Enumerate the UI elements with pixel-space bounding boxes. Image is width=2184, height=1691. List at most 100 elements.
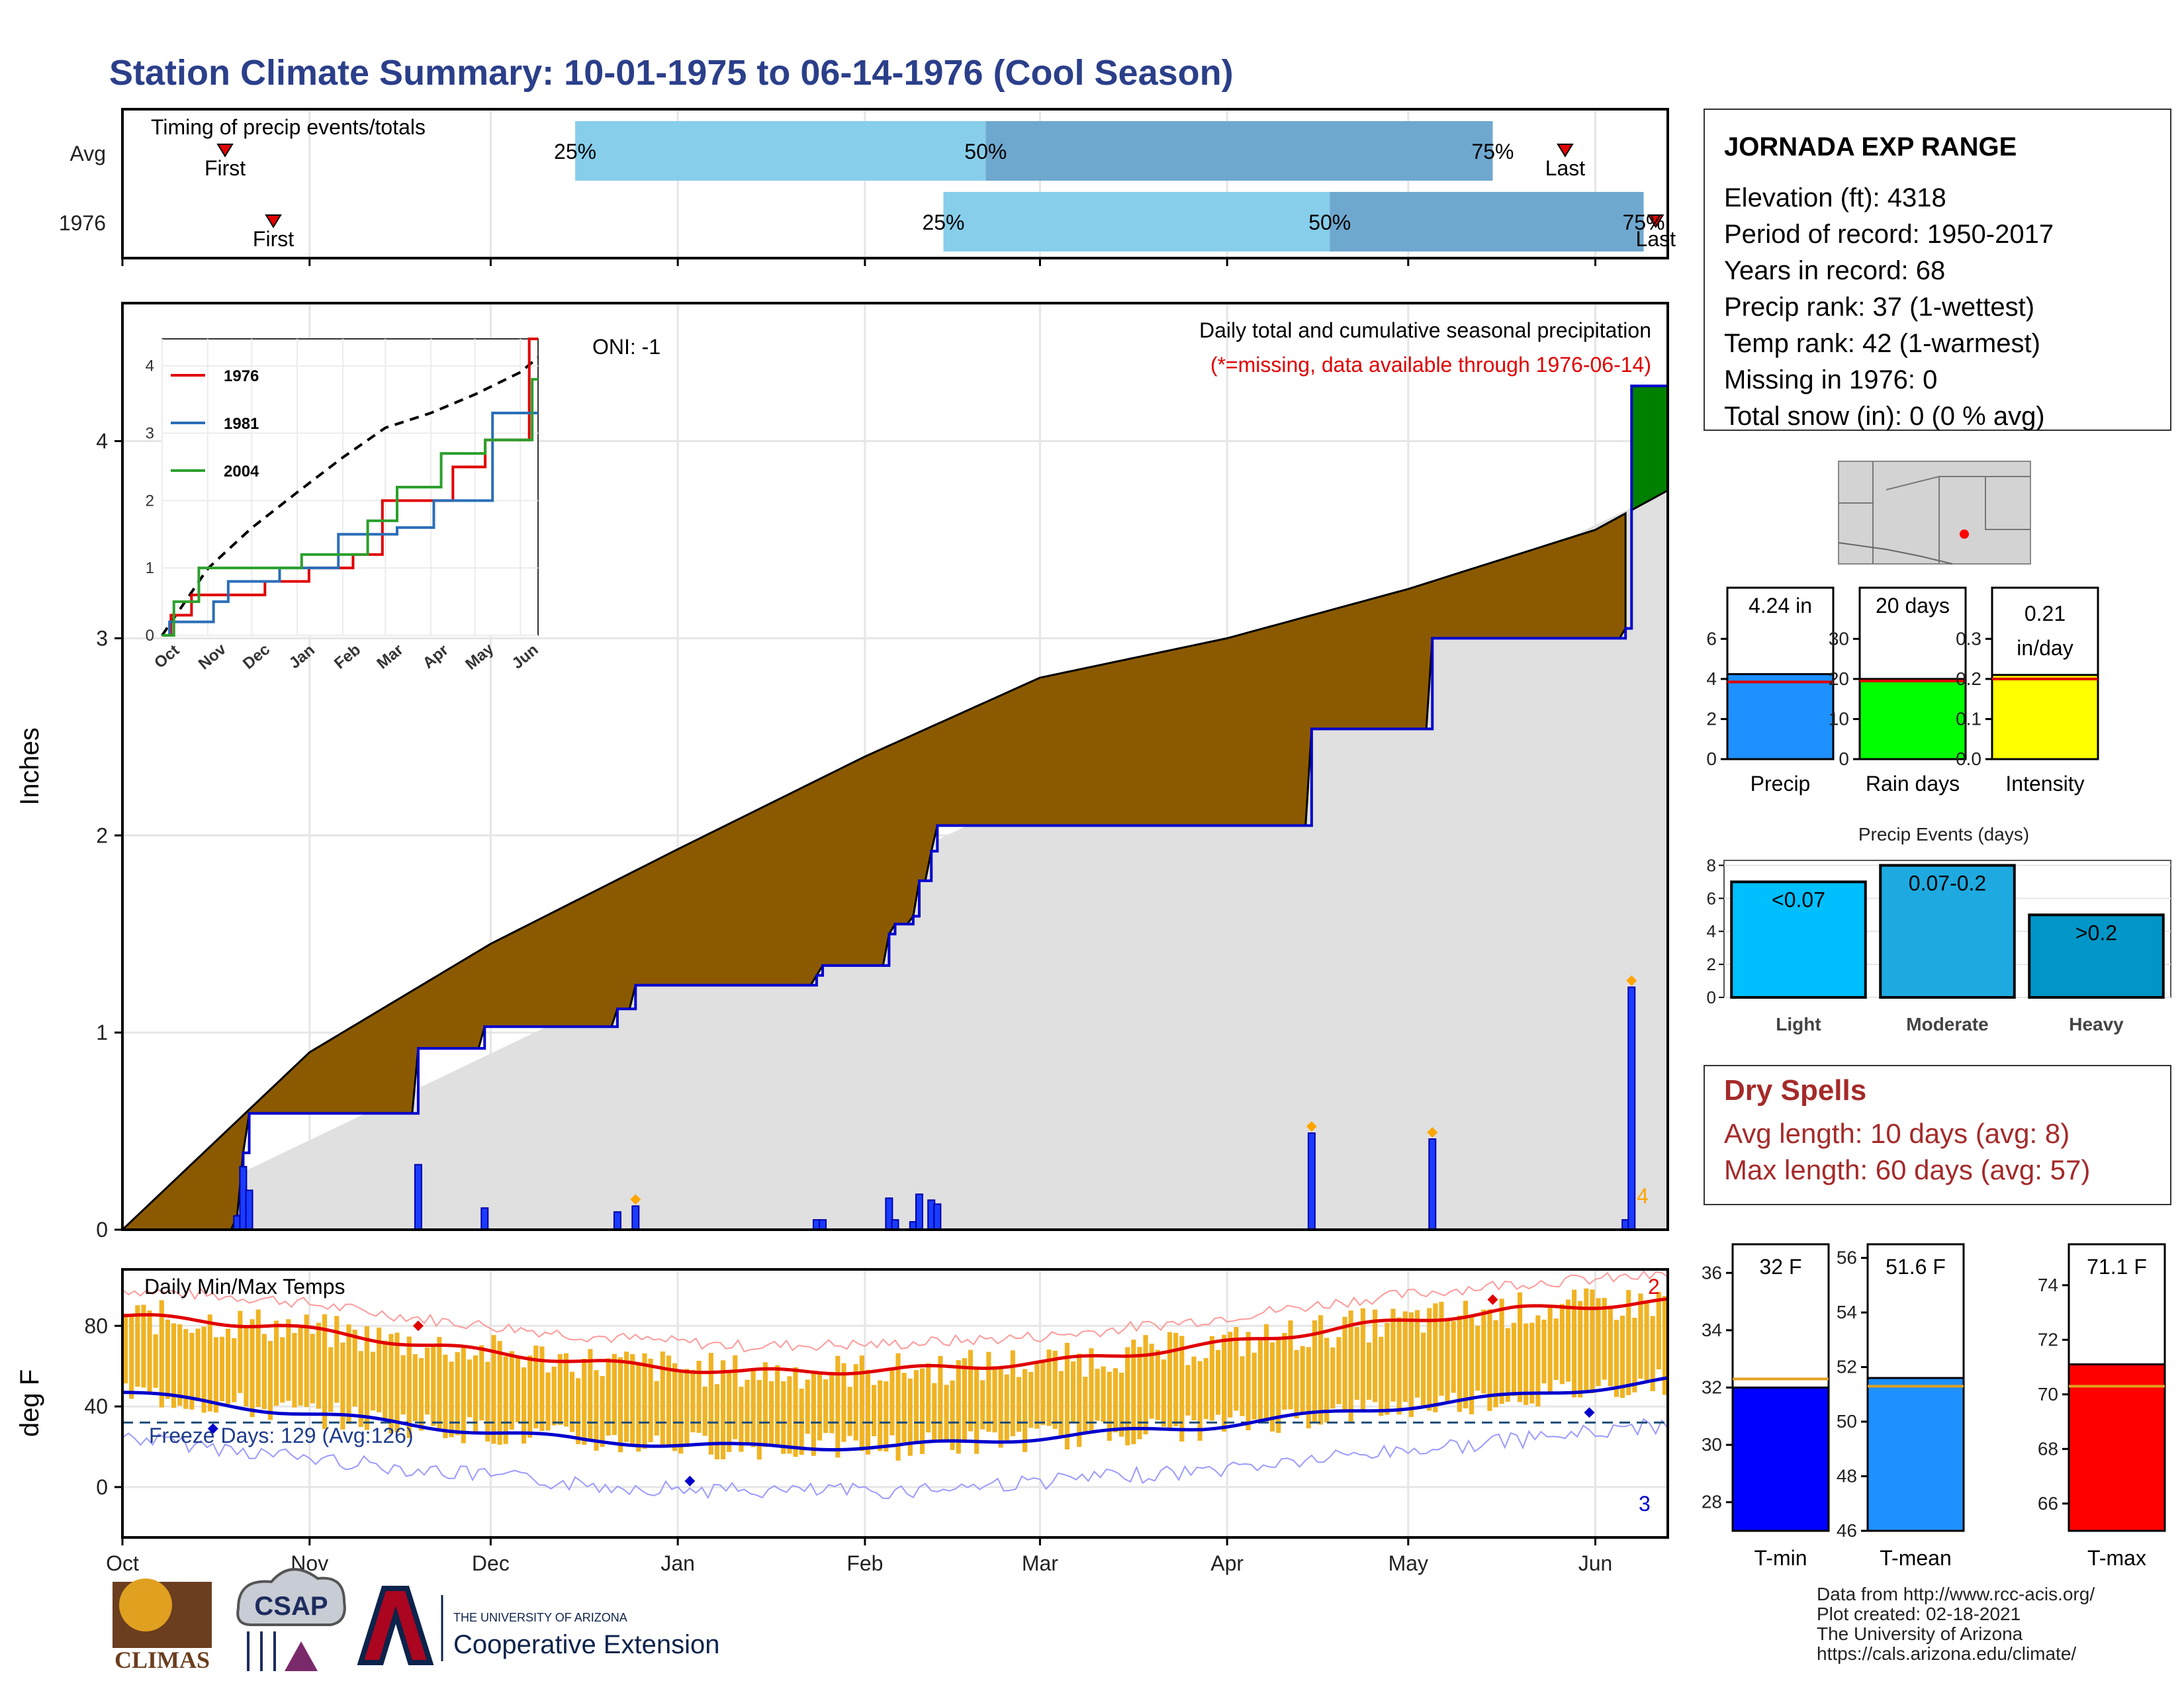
tbar-0-value: 32 F bbox=[1759, 1255, 1801, 1279]
temp-daily-bar-78 bbox=[594, 1370, 599, 1451]
temp-daily-bar-49 bbox=[418, 1357, 424, 1431]
temp-daily-bar-162 bbox=[1101, 1366, 1106, 1422]
temp-daily-bar-69 bbox=[539, 1346, 545, 1432]
timing-p75-1: 75% bbox=[1622, 210, 1664, 234]
svg-text:CSAP: CSAP bbox=[254, 1592, 328, 1621]
temp-daily-bar-195 bbox=[1300, 1346, 1305, 1414]
temp-daily-bar-34 bbox=[328, 1347, 334, 1412]
temp-daily-bar-103 bbox=[745, 1379, 750, 1443]
temp-daily-bar-39 bbox=[358, 1351, 363, 1428]
temp-daily-bar-170 bbox=[1149, 1344, 1154, 1419]
temp-daily-bar-125 bbox=[878, 1380, 883, 1451]
tbar-1-label: T-mean bbox=[1880, 1546, 1951, 1570]
month-label-3: Jan bbox=[660, 1551, 695, 1575]
temp-daily-bar-177 bbox=[1191, 1356, 1197, 1420]
temp-daily-bar-90 bbox=[666, 1355, 672, 1446]
temp-daily-bar-132 bbox=[919, 1368, 925, 1454]
temp-frame bbox=[121, 1268, 1669, 1539]
temp-daily-bar-29 bbox=[298, 1326, 303, 1406]
temp-daily-bar-46 bbox=[400, 1355, 406, 1415]
temp-record-marker-1 bbox=[1487, 1294, 1498, 1305]
timing-marker-last-1 bbox=[1647, 214, 1664, 228]
tbar-1-tick-label-2: 50 bbox=[1837, 1411, 1857, 1432]
events-tick-label-3: 6 bbox=[1707, 888, 1716, 908]
temp-daily-bar-225 bbox=[1481, 1309, 1486, 1394]
temp-record-marker-2 bbox=[207, 1423, 218, 1434]
temp-daily-bar-220 bbox=[1451, 1321, 1456, 1393]
info-line-1: Period of record: 1950-2017 bbox=[1724, 220, 2054, 249]
temp-daily-bar-227 bbox=[1493, 1320, 1498, 1408]
temp-daily-bar-68 bbox=[533, 1346, 539, 1429]
temp-daily-bar-95 bbox=[696, 1361, 702, 1433]
inset-ytick-2: 2 bbox=[146, 492, 154, 510]
timing-last-label-1: Last bbox=[1636, 227, 1676, 251]
info-line-3: Precip rank: 37 (1-wettest) bbox=[1724, 293, 2034, 322]
temp-daily-bar-155 bbox=[1058, 1371, 1064, 1436]
temp-daily-bar-247 bbox=[1614, 1320, 1619, 1397]
ua-logo: THE UNIVERSITY OF ARIZONA Cooperative Ex… bbox=[357, 1586, 719, 1665]
precip-above-average-area bbox=[1630, 385, 1669, 512]
temp-daily-bar-7 bbox=[165, 1319, 170, 1399]
temperature-panel: Daily Min/Max Temps Freeze Days: 129 (Av… bbox=[15, 1268, 1669, 1575]
temp-daily-bar-33 bbox=[322, 1314, 328, 1430]
mini-0-value: 4.24 in bbox=[1749, 594, 1812, 617]
precip-daily-bar-2 bbox=[245, 1189, 253, 1231]
climas-logo: CLIMAS bbox=[113, 1578, 212, 1673]
temp-daily-bar-150 bbox=[1028, 1371, 1034, 1428]
mini-2-value: 0.21 bbox=[2025, 602, 2066, 625]
oni-label: ONI: -1 bbox=[592, 335, 660, 359]
temp-daily-bar-137 bbox=[950, 1380, 955, 1450]
temp-daily-bar-156 bbox=[1064, 1343, 1070, 1449]
footer-line-4: https://cals.arizona.edu/climate/ bbox=[1817, 1643, 2076, 1664]
temp-daily-bar-239 bbox=[1565, 1299, 1571, 1382]
temp-daily-bar-200 bbox=[1330, 1347, 1336, 1409]
temp-daily-bar-168 bbox=[1137, 1347, 1142, 1440]
mini-2-unit: in/day bbox=[2017, 636, 2073, 660]
tbar-0-tick-label-2: 32 bbox=[1702, 1377, 1722, 1398]
temp-daily-bar-48 bbox=[412, 1354, 418, 1422]
temp-daily-bar-114 bbox=[811, 1373, 816, 1456]
temp-daily-bar-194 bbox=[1294, 1349, 1299, 1418]
temp-daily-bar-188 bbox=[1257, 1338, 1263, 1420]
temp-daily-bar-131 bbox=[913, 1370, 919, 1441]
temp-daily-bar-210 bbox=[1390, 1308, 1396, 1402]
temp-daily-bar-148 bbox=[1016, 1377, 1022, 1432]
temp-daily-bar-110 bbox=[787, 1376, 792, 1454]
temp-daily-bar-232 bbox=[1524, 1323, 1529, 1405]
temp-daily-bar-43 bbox=[383, 1340, 388, 1421]
precip-daily-bar-18 bbox=[1627, 986, 1636, 1231]
tbar-2-tick-label-1: 68 bbox=[2038, 1438, 2058, 1459]
precip-daily-bar-3 bbox=[414, 1164, 422, 1231]
footer-credits: Data from http://www.rcc-acis.org/ Plot … bbox=[1817, 1584, 2095, 1664]
temp-daily-bar-77 bbox=[588, 1349, 593, 1439]
temp-daily-bar-123 bbox=[865, 1369, 871, 1455]
temp-daily-bar-201 bbox=[1336, 1337, 1342, 1404]
temp-daily-bar-235 bbox=[1541, 1319, 1547, 1384]
temp-daily-bar-13 bbox=[201, 1326, 206, 1413]
svg-text:THE UNIVERSITY OF ARIZONA: THE UNIVERSITY OF ARIZONA bbox=[453, 1611, 627, 1624]
inset-ytick-3: 3 bbox=[146, 425, 154, 443]
timing-row-avg-label: Avg bbox=[69, 142, 106, 165]
temp-daily-bar-233 bbox=[1529, 1322, 1535, 1404]
dry-max: Max length: 60 days (avg: 57) bbox=[1724, 1154, 2090, 1185]
temp-daily-bar-63 bbox=[503, 1356, 508, 1444]
tbar-0-tick-label-3: 34 bbox=[1702, 1320, 1722, 1340]
temp-daily-bar-24 bbox=[267, 1341, 273, 1420]
temp-daily-bar-107 bbox=[768, 1381, 774, 1446]
temp-daily-bar-5 bbox=[153, 1334, 158, 1388]
inset-ytick-0: 0 bbox=[146, 627, 154, 645]
temp-daily-bar-97 bbox=[708, 1353, 713, 1455]
temp-daily-bar-83 bbox=[624, 1351, 629, 1442]
mini-0-tick-label-0: 0 bbox=[1706, 749, 1717, 769]
inset-series-1981 bbox=[162, 412, 538, 637]
info-line-5: Missing in 1976: 0 bbox=[1724, 365, 1937, 394]
mini-1-value: 20 days bbox=[1876, 594, 1950, 617]
precip-title: Daily total and cumulative seasonal prec… bbox=[1199, 318, 1651, 342]
temp-daily-bar-252 bbox=[1644, 1303, 1649, 1383]
mini-0-tick-label-1: 2 bbox=[1706, 708, 1717, 729]
temp-daily-bar-22 bbox=[255, 1309, 261, 1407]
temp-daily-bar-161 bbox=[1095, 1369, 1100, 1421]
temp-daily-bar-190 bbox=[1270, 1342, 1275, 1432]
temp-ytick-label-2: 80 bbox=[84, 1314, 108, 1338]
temp-daily-bar-91 bbox=[672, 1363, 678, 1451]
